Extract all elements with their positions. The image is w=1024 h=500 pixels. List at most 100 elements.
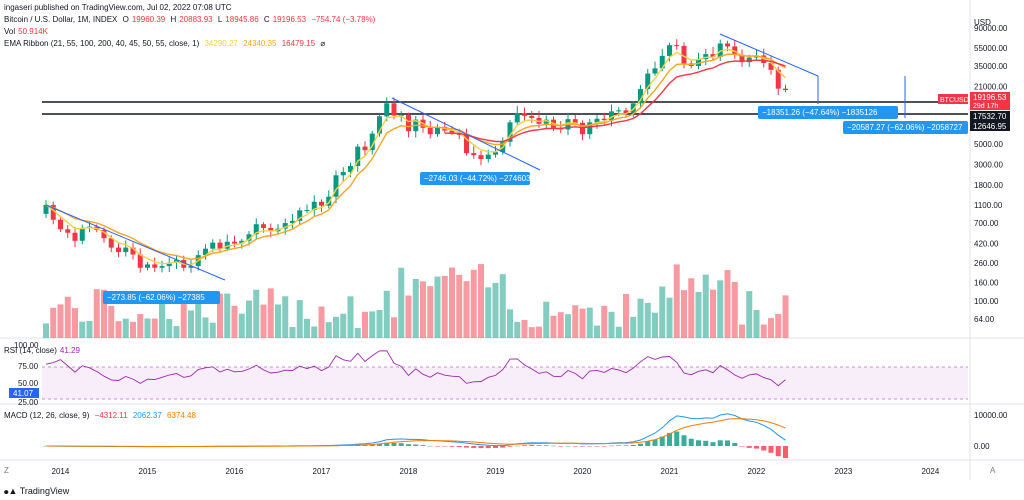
macd-histogram-bar bbox=[674, 431, 680, 446]
volume-bars bbox=[43, 264, 789, 338]
volume-bar bbox=[550, 315, 557, 338]
macd-histogram-bar bbox=[543, 445, 549, 446]
candle-body bbox=[717, 43, 723, 57]
ohlc-high-label: H bbox=[170, 15, 177, 24]
volume-bar bbox=[267, 288, 274, 338]
macd-histogram-bar bbox=[659, 436, 665, 446]
candle-body bbox=[543, 119, 549, 124]
price-axis[interactable]: USD 90000.0055000.0035000.0021000.008000… bbox=[938, 18, 1010, 324]
macd-histogram-bar bbox=[377, 443, 382, 446]
candle-body bbox=[384, 103, 390, 117]
price-label: 260.00 bbox=[974, 259, 999, 268]
volume-bar bbox=[325, 322, 332, 338]
rsi-axis-50: 50.00 bbox=[18, 379, 39, 388]
trendlines[interactable] bbox=[45, 33, 906, 281]
auto-scale-icon[interactable]: A bbox=[990, 466, 996, 475]
measure-box-3[interactable] bbox=[758, 106, 898, 119]
currency-label: USD bbox=[974, 18, 991, 27]
volume-bar bbox=[630, 316, 637, 338]
candle-body bbox=[268, 227, 274, 232]
measure-box-2[interactable] bbox=[420, 172, 530, 185]
candle-body bbox=[261, 224, 266, 228]
macd-axis-0: 0.00 bbox=[974, 442, 990, 451]
volume-bar bbox=[434, 276, 441, 338]
time-axis[interactable]: 2014 2015 2016 2017 2018 2019 2020 2021 2022 2023… bbox=[52, 467, 940, 476]
time-label: 2015 bbox=[139, 467, 157, 476]
time-label: 2019 bbox=[487, 467, 505, 476]
candle-body bbox=[659, 55, 665, 69]
volume-bar bbox=[441, 275, 448, 338]
volume-bar bbox=[507, 309, 513, 338]
measure-box-4[interactable] bbox=[843, 121, 968, 134]
candle-body bbox=[580, 122, 585, 135]
macd-histogram-bar bbox=[630, 444, 636, 446]
candle-body bbox=[326, 196, 332, 206]
pane-corner-icons[interactable]: Z A bbox=[4, 466, 996, 475]
time-label: 2021 bbox=[661, 467, 679, 476]
volume-bar bbox=[166, 319, 173, 338]
macd-histogram-bar bbox=[420, 445, 426, 446]
macd-histogram-bar bbox=[427, 445, 433, 447]
volume-bar bbox=[731, 281, 738, 338]
candle-body bbox=[253, 224, 259, 235]
macd-histogram-bar bbox=[572, 446, 578, 447]
candle-body bbox=[478, 155, 484, 160]
ohlc-open-label: O bbox=[122, 15, 129, 24]
measure-labels[interactable]: −273.85 (−62.06%) −27385 −2746.03 (−44.7… bbox=[103, 106, 968, 304]
time-label: 2017 bbox=[313, 467, 331, 476]
volume-bar bbox=[130, 321, 136, 338]
candle-body bbox=[449, 130, 455, 133]
symbol-badge: BTCUSD bbox=[940, 97, 969, 104]
candle-body bbox=[652, 68, 658, 74]
volume-bar bbox=[485, 287, 492, 338]
candle-body bbox=[696, 59, 701, 66]
trendline-3 bbox=[719, 33, 819, 77]
ohlc-low: 18945.86 bbox=[225, 15, 259, 24]
macd-histogram-bar bbox=[732, 442, 738, 446]
volume-bar bbox=[565, 314, 571, 338]
rsi-axis-75: 75.00 bbox=[18, 362, 39, 371]
volume-bar bbox=[615, 326, 622, 338]
rsi-band bbox=[42, 367, 968, 399]
candle-body bbox=[311, 201, 317, 210]
macd-value-1: −4312.11 bbox=[94, 411, 128, 420]
macd-histogram-bar bbox=[493, 446, 498, 448]
volume-bar bbox=[224, 293, 231, 338]
macd-histogram-bar bbox=[645, 441, 651, 446]
macd-histogram-bar bbox=[710, 442, 716, 446]
candle-body bbox=[435, 126, 440, 135]
zoom-icon[interactable]: Z bbox=[4, 466, 9, 475]
volume-bar bbox=[333, 316, 339, 338]
volume-bar bbox=[405, 295, 412, 338]
volume-bar bbox=[173, 326, 180, 338]
macd-histogram-bar bbox=[435, 446, 440, 447]
candle-body bbox=[58, 219, 63, 230]
macd-histogram-bar bbox=[507, 446, 513, 447]
macd-histogram-bar bbox=[688, 438, 694, 446]
candle-body bbox=[609, 111, 614, 121]
ema-line-1 bbox=[45, 48, 786, 266]
ema-settings-icon[interactable]: ⌀ bbox=[320, 39, 326, 48]
macd-histogram-bar bbox=[536, 445, 542, 446]
volume-bar bbox=[449, 267, 455, 338]
macd-histogram-bar bbox=[391, 442, 397, 446]
volume-bar bbox=[521, 319, 528, 338]
volume-bar bbox=[369, 311, 376, 338]
volume-bar bbox=[644, 302, 651, 338]
macd-histogram-bar bbox=[384, 442, 390, 446]
volume-bar bbox=[470, 269, 477, 338]
volume-bar bbox=[108, 305, 115, 338]
candle-body bbox=[725, 43, 730, 47]
volume-bar bbox=[340, 313, 347, 338]
measure-label-1: −273.85 (−62.06%) −27385 bbox=[107, 293, 205, 302]
volume-bar bbox=[391, 317, 397, 338]
measure-box-1[interactable] bbox=[103, 291, 220, 304]
macd-histogram-bar bbox=[609, 445, 614, 447]
macd-histogram-bar bbox=[406, 444, 411, 446]
candle-body bbox=[65, 229, 71, 233]
trendline-2 bbox=[391, 97, 541, 171]
measure-label-2: −2746.03 (−44.72%) −274603 bbox=[424, 174, 531, 183]
ohlc-low-label: L bbox=[217, 15, 223, 24]
volume-bar bbox=[478, 264, 484, 338]
